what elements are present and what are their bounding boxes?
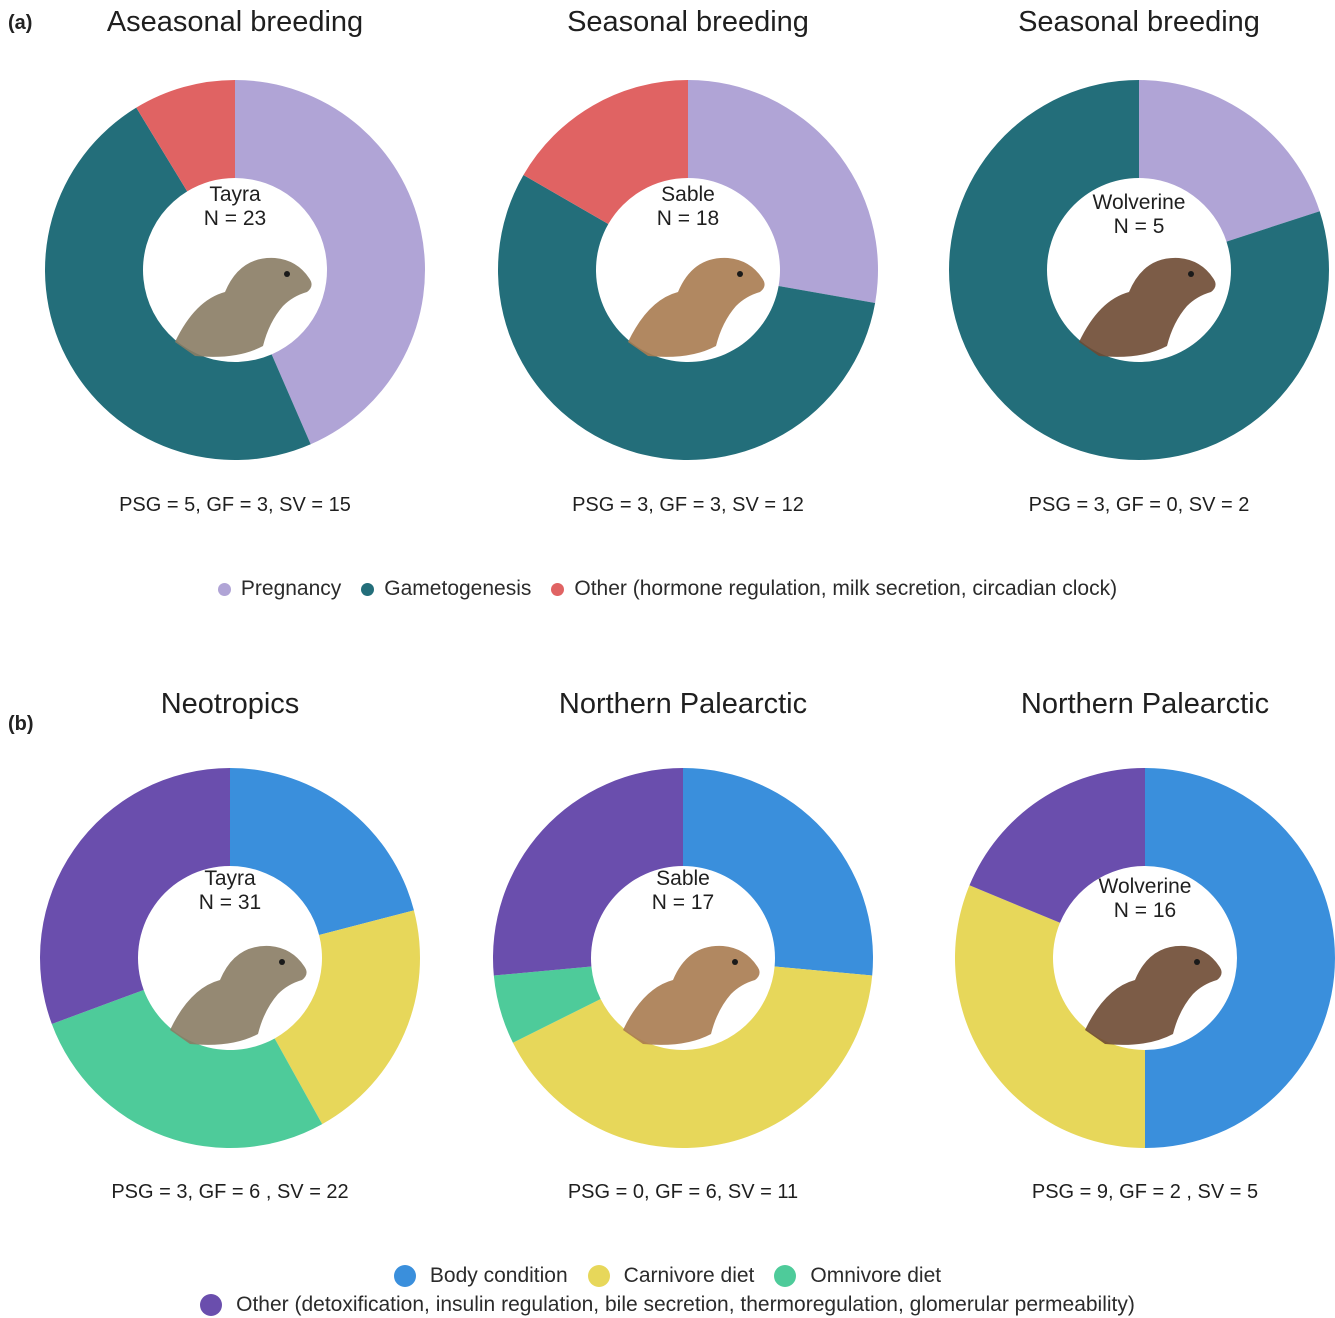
chart-title: Northern Palearctic [1020, 688, 1270, 720]
donut [955, 768, 1335, 1148]
legend-item: Other (hormone regulation, milk secretio… [551, 577, 1117, 601]
counts-label: PSG = 5, GF = 3, SV = 15 [119, 494, 351, 516]
counts-label: PSG = 3, GF = 3, SV = 12 [572, 494, 804, 516]
donut [39, 768, 420, 1148]
chart-title: Seasonal breeding [1018, 6, 1260, 38]
legend-item: Carnivore diet [587, 1264, 755, 1288]
animal-illustration-icon [1085, 945, 1222, 1045]
species-label: Wolverine [1092, 191, 1186, 214]
slice-carnivore-diet [955, 885, 1145, 1148]
slice-other [39, 768, 231, 1024]
slice-body-condition [230, 768, 414, 935]
species-label: Tayra [204, 867, 256, 890]
legend-label: Pregnancy [240, 577, 342, 600]
species-label: Sable [661, 183, 715, 206]
donut [45, 80, 426, 460]
legend-panel-b-row2: Other (detoxification, insulin regulatio… [0, 1293, 1335, 1317]
donut [949, 80, 1329, 461]
donut-chart-sable-b: Northern Palearctic Sable N = 17 PSG = 0… [473, 684, 893, 1224]
donut [498, 80, 878, 461]
legend-label: Omnivore diet [810, 1264, 942, 1287]
chart-title: Seasonal breeding [567, 6, 809, 38]
legend-swatch [217, 582, 231, 596]
chart-title: Neotropics [160, 688, 300, 720]
n-label: N = 18 [656, 207, 720, 230]
counts-label: PSG = 9, GF = 2 , SV = 5 [1031, 1181, 1259, 1203]
legend-item: Body condition [393, 1264, 568, 1288]
species-label: Wolverine [1098, 875, 1192, 898]
slice-other [523, 80, 688, 224]
donut-chart-sable-a: Seasonal breeding Sable N = 18 PSG = 3, … [478, 0, 898, 540]
slice-carnivore-diet [512, 966, 873, 1148]
legend-swatch [587, 1265, 610, 1287]
slice-body-condition [1145, 768, 1335, 1148]
n-label: N = 23 [203, 207, 267, 230]
legend-item: Pregnancy [217, 577, 342, 601]
counts-label: PSG = 3, GF = 6 , SV = 22 [111, 1181, 349, 1203]
panel-a-label: (a) [8, 12, 33, 34]
legend-panel-a: Pregnancy Gametogenesis Other (hormone reg… [0, 577, 1335, 601]
n-label: N = 31 [198, 891, 262, 914]
slice-omnivore-diet [493, 966, 601, 1043]
legend-item: Omnivore diet [774, 1264, 941, 1288]
slice-other [969, 768, 1145, 923]
chart-title: Northern Palearctic [558, 688, 808, 720]
slice-other [493, 768, 683, 976]
legend-item: Gametogenesis [361, 577, 531, 601]
slice-other [136, 80, 235, 192]
species-label: Sable [656, 867, 710, 890]
slice-gametogenesis [45, 107, 311, 460]
slice-gametogenesis [498, 175, 876, 461]
animal-illustration-icon [175, 257, 312, 357]
legend-label: Body condition [429, 1264, 568, 1287]
chart-title: Aseasonal breeding [106, 6, 364, 38]
slice-carnivore-diet [274, 910, 420, 1125]
donut-chart-tayra-a: Aseasonal breeding Tayra N = 23 PSG = 5,… [25, 0, 445, 540]
species-label: Tayra [209, 183, 261, 206]
n-label: N = 16 [1113, 899, 1177, 922]
legend-label: Carnivore diet [623, 1264, 755, 1287]
n-label: N = 17 [651, 891, 715, 914]
animal-illustration-icon [628, 257, 765, 357]
slice-pregnancy [688, 80, 878, 303]
slice-pregnancy [1139, 80, 1320, 242]
legend-swatch [393, 1265, 416, 1287]
legend-label: Gametogenesis [384, 577, 532, 600]
counts-label: PSG = 0, GF = 6, SV = 11 [567, 1181, 799, 1203]
counts-label: PSG = 3, GF = 0, SV = 2 [1028, 494, 1250, 516]
donut-chart-tayra-b: Neotropics Tayra N = 31 PSG = 3, GF = 6 … [20, 684, 440, 1224]
panel-b-label: (b) [8, 713, 34, 735]
animal-illustration-icon [623, 945, 760, 1045]
n-label: N = 5 [1113, 215, 1165, 238]
legend-swatch [361, 582, 375, 596]
donut-chart-wolverine-b: Northern Palearctic Wolverine N = 16 PSG… [935, 684, 1335, 1224]
slice-pregnancy [235, 80, 426, 445]
animal-illustration-icon [170, 945, 307, 1045]
legend-panel-b-row1: Body condition Carnivore diet Omnivore die… [0, 1264, 1335, 1288]
legend-swatch [774, 1265, 797, 1287]
animal-illustration-icon [1079, 257, 1216, 357]
donut [493, 768, 873, 1148]
legend-label: Other (hormone regulation, milk secretio… [574, 577, 1118, 600]
slice-gametogenesis [949, 80, 1329, 461]
slice-body-condition [683, 768, 873, 976]
legend-swatch [200, 1294, 223, 1316]
slice-omnivore-diet [51, 989, 323, 1148]
donut-chart-wolverine-a: Seasonal breeding Wolverine N = 5 PSG = … [929, 0, 1335, 540]
legend-swatch [551, 582, 565, 596]
legend-item: Other (detoxification, insulin regulatio… [200, 1293, 1135, 1317]
legend-label: Other (detoxification, insulin regulatio… [236, 1293, 1135, 1316]
